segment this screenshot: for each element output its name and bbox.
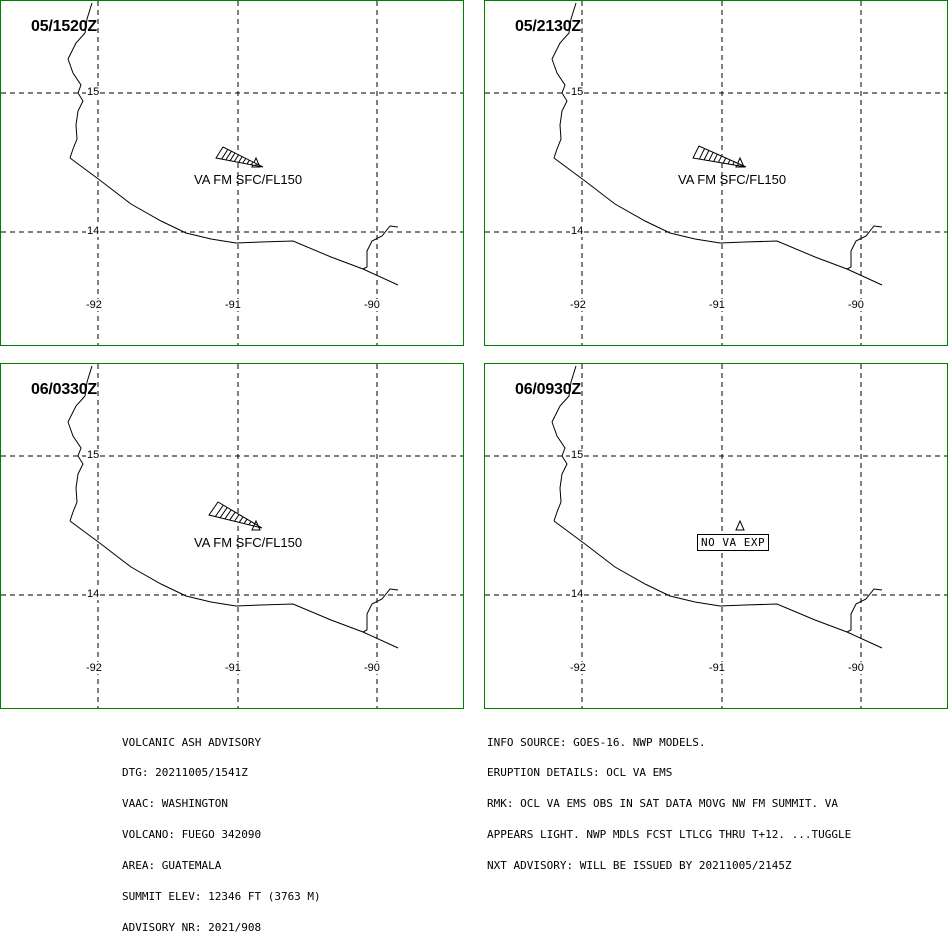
lon-tick-91: -91 <box>224 299 242 311</box>
border-line-west <box>68 59 83 158</box>
border-line-west <box>68 422 83 521</box>
lat-tick-15: 15 <box>86 86 100 98</box>
va-label: VA FM SFC/FL150 <box>194 535 302 550</box>
lon-tick-90: -90 <box>363 299 381 311</box>
advisory-line: VAAC: WASHINGTON <box>122 799 321 809</box>
lon-tick-92: -92 <box>569 299 587 311</box>
lat-tick-14: 14 <box>86 588 100 600</box>
advisory-line: VOLCANO: FUEGO 342090 <box>122 830 321 840</box>
va-label: VA FM SFC/FL150 <box>194 172 302 187</box>
lon-tick-91: -91 <box>708 662 726 674</box>
va-label: VA FM SFC/FL150 <box>678 172 786 187</box>
advisory-line: SUMMIT ELEV: 12346 FT (3763 M) <box>122 892 321 902</box>
volcano-triangle-icon <box>736 521 744 530</box>
lat-tick-15: 15 <box>570 86 584 98</box>
lon-tick-90: -90 <box>847 299 865 311</box>
map-panel-1: 05/1520Z VA FM SFC/FL150 15 14 -92 -91 -… <box>0 0 464 346</box>
lat-tick-15: 15 <box>570 449 584 461</box>
lon-tick-92: -92 <box>85 662 103 674</box>
lon-tick-90: -90 <box>847 662 865 674</box>
advisory-line: VOLCANIC ASH ADVISORY <box>122 738 321 748</box>
lat-tick-14: 14 <box>570 225 584 237</box>
lon-tick-91: -91 <box>224 662 242 674</box>
advisory-line: AREA: GUATEMALA <box>122 861 321 871</box>
advisory-remarks-block: INFO SOURCE: GOES-16. NWP MODELS. ERUPTI… <box>487 717 851 882</box>
lon-tick-92: -92 <box>569 662 587 674</box>
advisory-header-block: VOLCANIC ASH ADVISORY DTG: 20211005/1541… <box>122 717 321 944</box>
panel-time: 06/0930Z <box>515 381 581 399</box>
lon-tick-92: -92 <box>85 299 103 311</box>
panel-time: 06/0330Z <box>31 381 97 399</box>
map-panel-3: 06/0330Z VA FM SFC/FL150 15 14 -92 -91 -… <box>0 363 464 709</box>
advisory-line: RMK: OCL VA EMS OBS IN SAT DATA MOVG NW … <box>487 799 851 809</box>
border-line-west <box>552 59 567 158</box>
panel-time: 05/1520Z <box>31 18 97 36</box>
map-panel-4: 06/0930Z NO VA EXP 15 14 -92 -91 -90 <box>484 363 948 709</box>
advisory-line: NXT ADVISORY: WILL BE ISSUED BY 20211005… <box>487 861 851 871</box>
advisory-line: APPEARS LIGHT. NWP MDLS FCST LTLCG THRU … <box>487 830 851 840</box>
lat-tick-14: 14 <box>86 225 100 237</box>
panel-time: 05/2130Z <box>515 18 581 36</box>
map-panel-2: 05/2130Z VA FM SFC/FL150 15 14 -92 -91 -… <box>484 0 948 346</box>
advisory-line: DTG: 20211005/1541Z <box>122 768 321 778</box>
advisory-line: ADVISORY NR: 2021/908 <box>122 923 321 933</box>
lat-tick-14: 14 <box>570 588 584 600</box>
advisory-line: ERUPTION DETAILS: OCL VA EMS <box>487 768 851 778</box>
advisory-line: INFO SOURCE: GOES-16. NWP MODELS. <box>487 738 851 748</box>
border-line-west <box>552 422 567 521</box>
lat-tick-15: 15 <box>86 449 100 461</box>
lon-tick-91: -91 <box>708 299 726 311</box>
plume-hatch-line <box>258 526 259 527</box>
no-va-label: NO VA EXP <box>697 534 769 551</box>
lon-tick-90: -90 <box>363 662 381 674</box>
